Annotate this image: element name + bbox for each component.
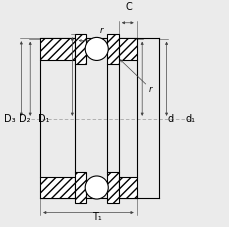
Text: r: r (99, 25, 102, 35)
Bar (74, 34, 86, 64)
Text: T₁: T₁ (91, 212, 101, 222)
Circle shape (85, 176, 108, 199)
Text: D₁: D₁ (37, 114, 49, 124)
Bar (40, 38, 74, 59)
Bar (118, 38, 136, 59)
Bar (118, 177, 136, 198)
Bar (107, 173, 118, 202)
Text: C: C (125, 2, 132, 12)
Text: D₃: D₃ (4, 114, 16, 124)
Circle shape (85, 37, 108, 60)
Text: d₁: d₁ (185, 114, 195, 124)
Bar (74, 173, 86, 202)
Bar (40, 177, 74, 198)
Text: r: r (148, 85, 152, 94)
Text: d: d (167, 114, 173, 124)
Text: D₂: D₂ (19, 114, 30, 124)
Bar (107, 34, 118, 64)
